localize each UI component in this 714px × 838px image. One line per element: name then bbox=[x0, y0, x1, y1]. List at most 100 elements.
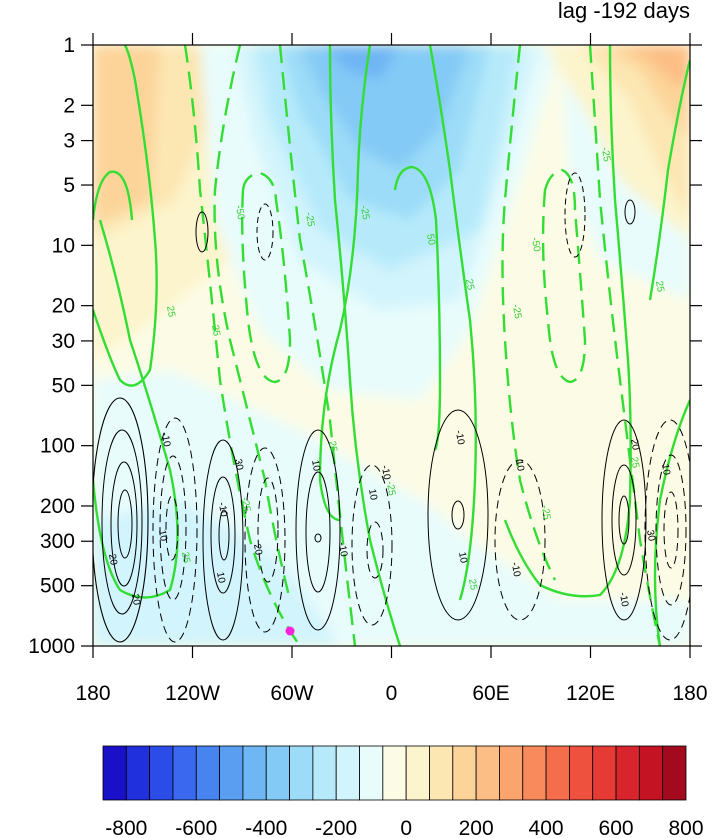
x-tick-label: 120E bbox=[566, 682, 615, 705]
black-contour bbox=[618, 495, 630, 545]
y-tick-label: 50 bbox=[52, 374, 75, 397]
green-contour bbox=[278, 45, 357, 646]
x-axis: 180 120W 60W 0 60E 120E 180 bbox=[75, 33, 708, 705]
colorbar-label: 400 bbox=[529, 817, 564, 838]
colorbar-swatch bbox=[452, 745, 477, 801]
green-contour bbox=[541, 168, 587, 384]
filled-field bbox=[93, 45, 690, 646]
colorbar-swatch bbox=[242, 745, 267, 801]
colorbar-label: -600 bbox=[175, 817, 217, 838]
green-contour-label: -25 bbox=[239, 496, 252, 513]
green-contour bbox=[318, 45, 372, 522]
black-contour bbox=[202, 439, 244, 641]
black-contour bbox=[117, 489, 133, 559]
y-tick-label: 1000 bbox=[28, 635, 75, 658]
black-contour bbox=[110, 461, 138, 587]
y-tick-label: 10 bbox=[52, 234, 75, 257]
green-contour-label: 25 bbox=[179, 551, 192, 564]
lag-title: lag -192 days bbox=[558, 0, 690, 23]
colorbar-swatch bbox=[172, 745, 197, 801]
colorbar-swatch bbox=[125, 745, 151, 801]
black-contour-label: 30 bbox=[644, 529, 657, 542]
colorbar-swatch bbox=[499, 745, 524, 801]
colorbar: -800 -600 -400 -200 0 200 400 600 800 bbox=[102, 745, 704, 838]
black-contour bbox=[244, 447, 286, 633]
colorbar-swatch bbox=[382, 745, 407, 801]
colorbar-swatch bbox=[195, 745, 220, 801]
black-contours bbox=[93, 172, 690, 643]
colorbar-swatch bbox=[592, 745, 617, 801]
black-contour bbox=[611, 464, 637, 576]
x-tick-label: 60W bbox=[270, 682, 313, 705]
black-contour bbox=[257, 477, 279, 583]
colorbar-swatch bbox=[335, 745, 360, 801]
black-contour bbox=[256, 203, 274, 261]
green-contour bbox=[501, 45, 557, 581]
y-tick-label: 100 bbox=[40, 435, 75, 458]
green-contour bbox=[93, 45, 158, 387]
green-contour-label: 25 bbox=[326, 440, 339, 453]
colorbar-swatch bbox=[569, 745, 594, 801]
black-contour bbox=[159, 455, 187, 601]
colorbar-label: 0 bbox=[400, 817, 412, 838]
green-contour-label: -25 bbox=[510, 303, 523, 320]
green-contour bbox=[213, 45, 292, 601]
green-contour-label: 25 bbox=[466, 578, 479, 591]
colorbar-swatch bbox=[662, 745, 687, 801]
green-contour bbox=[93, 170, 134, 221]
colorbar-swatch bbox=[429, 745, 454, 801]
green-contour-label: -25 bbox=[539, 504, 552, 521]
colorbar-swatch bbox=[219, 745, 244, 801]
black-contour bbox=[165, 495, 179, 561]
black-contour bbox=[93, 397, 149, 643]
black-contour bbox=[152, 417, 198, 643]
black-contour-label: 20 bbox=[106, 553, 119, 566]
colorbar-swatch bbox=[312, 745, 337, 801]
black-contour-label: 10 bbox=[366, 488, 379, 501]
black-contour bbox=[195, 211, 209, 253]
green-contour bbox=[503, 45, 632, 598]
green-contour bbox=[648, 59, 690, 301]
black-contour bbox=[305, 471, 331, 593]
colorbar-swatch bbox=[615, 745, 640, 801]
black-contour bbox=[218, 509, 230, 561]
colorbar-label: -200 bbox=[315, 817, 357, 838]
black-contour bbox=[295, 429, 341, 631]
y-tick-label: 2 bbox=[63, 94, 75, 117]
y-axis: 1 2 3 5 10 20 30 50 100 200 300 500 1000 bbox=[28, 34, 702, 658]
green-contour-label: -25 bbox=[384, 480, 397, 497]
black-contour-label: 10 bbox=[513, 459, 526, 472]
black-contour bbox=[655, 454, 687, 606]
colorbar-label: 200 bbox=[459, 817, 494, 838]
green-contour bbox=[93, 219, 179, 599]
colorbar-label: -800 bbox=[105, 817, 147, 838]
green-contour-label: -50 bbox=[233, 204, 246, 221]
green-contour-label: 25 bbox=[209, 324, 222, 337]
green-contour bbox=[183, 45, 301, 646]
black-contour-label: 20 bbox=[628, 438, 641, 451]
green-contour bbox=[428, 45, 478, 601]
green-contour-label: 25 bbox=[164, 305, 177, 318]
black-contour-label: -10 bbox=[509, 561, 522, 578]
colorbar-swatch bbox=[289, 745, 314, 801]
green-contour-label: -50 bbox=[529, 236, 542, 253]
y-tick-label: 30 bbox=[52, 330, 75, 353]
black-contour-label: -10 bbox=[379, 464, 392, 481]
black-contour bbox=[314, 533, 322, 543]
black-contour-label: 10 bbox=[659, 463, 672, 476]
green-contour-label: 50 bbox=[424, 233, 437, 246]
x-tick-label: 0 bbox=[386, 682, 398, 705]
colorbar-swatch bbox=[475, 745, 500, 801]
y-tick-label: 300 bbox=[40, 530, 75, 553]
black-contour bbox=[366, 521, 384, 579]
y-tick-label: 200 bbox=[40, 495, 75, 518]
colorbar-swatch bbox=[265, 745, 290, 801]
green-contour-label: 25 bbox=[653, 280, 666, 293]
y-tick-label: 3 bbox=[63, 130, 75, 153]
x-tick-label: 180 bbox=[672, 682, 707, 705]
colorbar-label: -400 bbox=[245, 817, 287, 838]
green-contour bbox=[240, 171, 292, 384]
black-contour bbox=[451, 500, 465, 530]
black-contour-label: 30 bbox=[232, 458, 245, 471]
